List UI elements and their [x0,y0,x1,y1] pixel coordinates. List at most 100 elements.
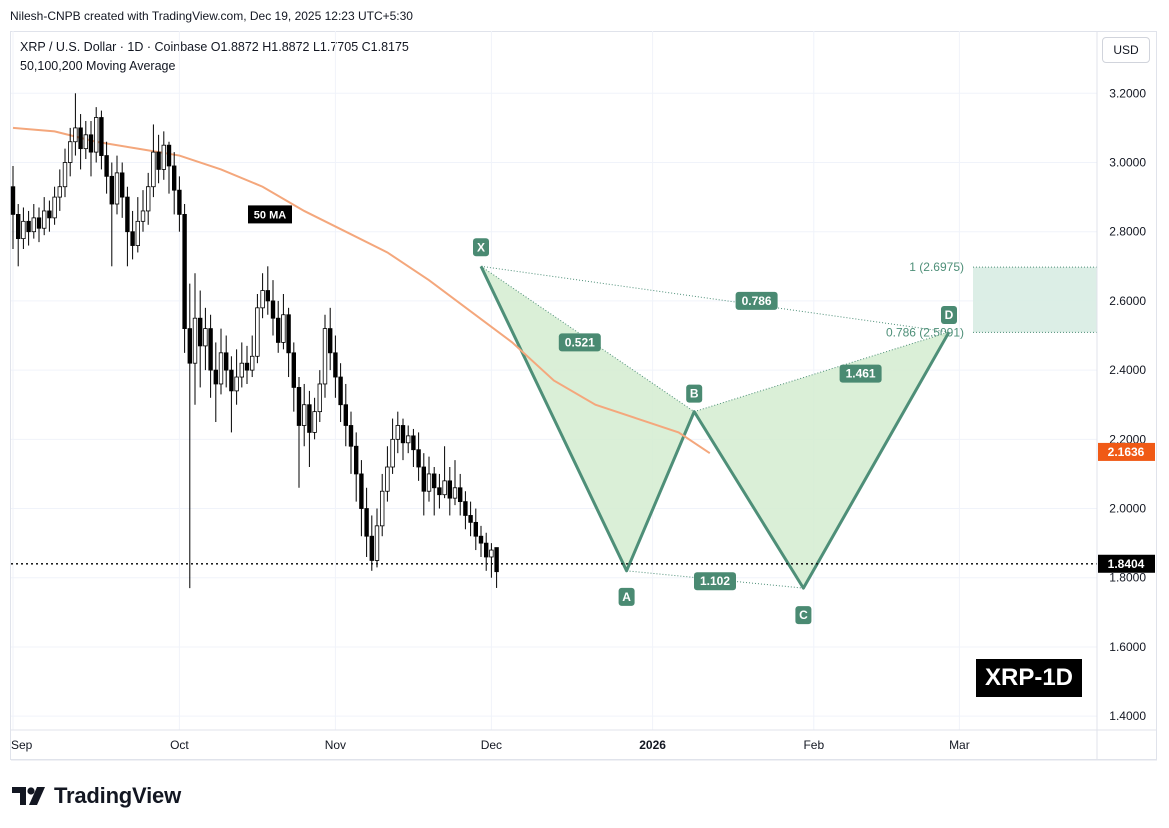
candle-down [26,220,31,233]
y-tick-label: 2.4000 [1109,363,1146,377]
candle-down [494,547,499,573]
candle-down [400,425,406,444]
candle-down [182,214,187,329]
candle-up [94,117,99,153]
candle-down [177,189,182,215]
candle-down [88,134,94,153]
symbol-legend[interactable]: XRP / U.S. Dollar · 1D · Coinbase O1.887… [20,40,409,54]
point-label-a-bg [618,587,635,606]
x-tick-label: Oct [170,738,189,752]
candle-up [405,435,411,444]
candle-down [437,487,442,496]
xd-line [480,265,950,333]
candle-up [161,144,166,170]
ratio-label: 1.461 [846,367,876,381]
candle-up [260,290,265,309]
candle-down [338,376,343,406]
ratio-label-bg [839,364,882,383]
candle-up [452,487,458,499]
x-tick-label: Feb [803,738,824,752]
candle-down [197,317,203,347]
y-tick-label: 2.6000 [1109,294,1146,308]
candle-down [208,328,213,371]
candle-down [296,387,302,426]
x-tick-label: Nov [325,738,346,752]
prz-zone: 1 (2.6975) 0.786 (2.5091) [886,260,1097,339]
candle-down [348,425,354,447]
candle-down [431,473,437,489]
currency-button[interactable]: USD [1102,37,1150,63]
candle-up [312,411,317,433]
ma-price-tag: 2.1636 [1108,445,1145,459]
candle-up [203,328,208,347]
x-tick-label: 2026 [639,738,666,752]
prz-rect [973,267,1097,333]
candle-down [213,369,218,385]
candle-up [57,186,62,198]
candle-down [327,328,333,354]
overlays: X A B C D 0.521 0.786 1.461 1.102 50 MA [11,205,1097,625]
candle-down [156,151,161,170]
candle-up [322,328,328,385]
y-tick-label: 3.0000 [1109,155,1146,169]
y-tick-label: 1.8000 [1109,571,1146,585]
candle-up [255,307,260,357]
candle-down [171,165,177,191]
candle-up [42,210,47,229]
x-tick-label: Sep [11,738,33,752]
candle-down [333,352,338,378]
candle-down [10,186,16,215]
candle-up [31,217,36,233]
chart-credit: Nilesh-CNPB created with TradingView.com… [10,9,413,23]
symbol-tag: XRP-1D [976,659,1082,697]
candle-down [463,501,468,516]
x-tick-label: Dec [481,738,502,752]
candle-down [99,117,104,156]
candle-down [104,155,109,177]
bcd-triangle [694,332,949,589]
prz-lower-label: 0.786 (2.5091) [886,325,964,339]
candle-down [244,362,250,371]
point-label-c-bg [795,606,812,625]
candle-down [15,214,21,240]
candle-up [218,352,224,385]
candle-up [249,355,255,371]
indicator-legend[interactable]: 50,100,200 Moving Average [20,59,176,73]
candle-down [270,300,276,319]
candle-up [140,210,146,222]
y-tick-label: 2.8000 [1109,225,1146,239]
candle-up [489,549,494,558]
point-label-d-bg [941,306,957,325]
candle-down [275,317,281,343]
candle-down [343,404,348,426]
pattern-legs [479,265,951,590]
candle-down [166,144,172,167]
candle-down [187,328,192,364]
candles [10,93,499,589]
candle-up [239,362,244,378]
candle-down [130,231,135,246]
candle-down [307,404,312,433]
ratio-label-bg [558,333,601,352]
ma50-line [12,126,711,455]
candle-up [21,220,26,240]
ma-label-bg [248,205,292,224]
point-label-c: C [799,608,808,622]
candle-up [62,162,68,188]
candle-up [52,196,57,219]
current-price-tag-bg [1098,554,1155,573]
point-label-b-bg [686,384,703,403]
candle-down [353,445,359,475]
candle-down [223,352,229,371]
y-tick-label: 1.6000 [1109,640,1146,654]
candle-down [265,290,270,302]
current-price-tag: 1.8404 [1108,557,1145,571]
tradingview-logo[interactable]: TradingView [12,783,181,809]
candle-down [120,172,125,198]
candle-up [390,438,395,468]
tradingview-wordmark: TradingView [54,783,181,808]
point-label-b: B [690,387,699,401]
point-label-x: X [477,240,485,254]
candle-down [229,369,234,392]
